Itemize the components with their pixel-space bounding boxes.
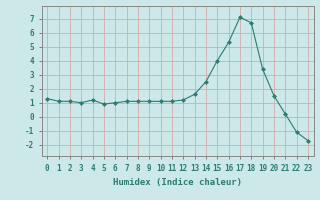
X-axis label: Humidex (Indice chaleur): Humidex (Indice chaleur) xyxy=(113,178,242,187)
